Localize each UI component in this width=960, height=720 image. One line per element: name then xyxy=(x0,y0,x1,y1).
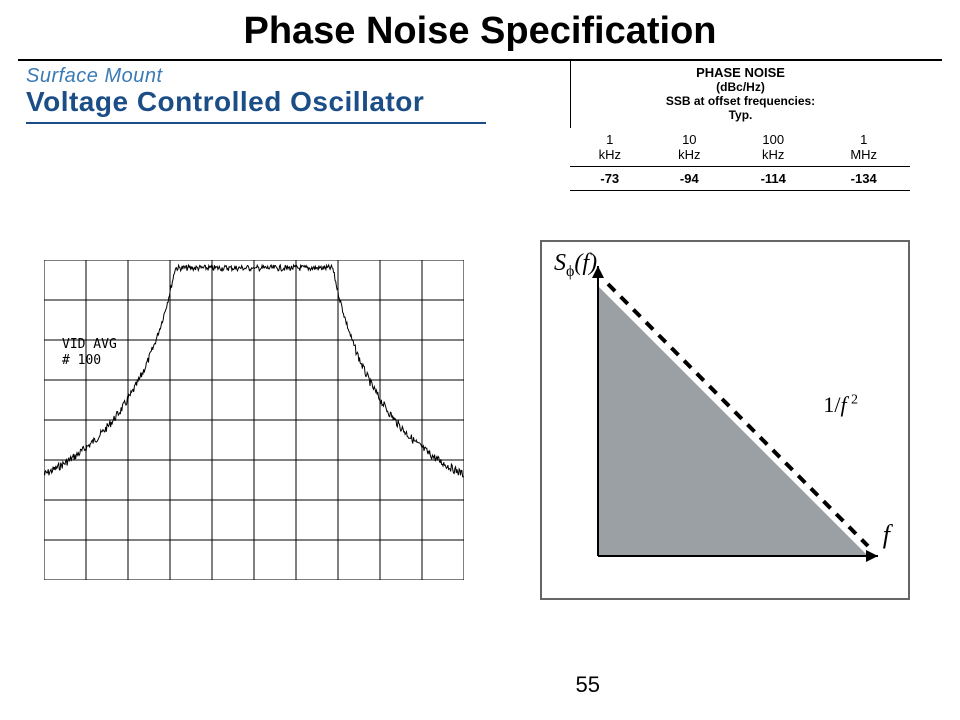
pn-table-header: 1kHz 10kHz 100kHz 1MHz xyxy=(570,128,910,167)
pn-col: 1kHz xyxy=(570,128,650,167)
phase-noise-spec: PHASE NOISE (dBc/Hz) SSB at offset frequ… xyxy=(570,60,910,191)
product-divider xyxy=(26,122,486,124)
pn-unit: (dBc/Hz) xyxy=(571,80,910,94)
pn-heading: PHASE NOISE xyxy=(571,61,910,80)
pn-val: -114 xyxy=(729,167,817,191)
sphi-plot: Sϕ(f) 1/f 2 f xyxy=(540,240,910,600)
pn-table: 1kHz 10kHz 100kHz 1MHz -73 -94 -114 -134 xyxy=(570,128,910,191)
pn-val: -134 xyxy=(817,167,910,191)
svg-text:# 100: # 100 xyxy=(62,353,101,368)
pn-sub: SSB at offset frequencies: xyxy=(571,94,910,108)
spectrum-svg: VID AVG# 100 xyxy=(44,260,464,580)
slide-title: Phase Noise Specification xyxy=(0,0,960,59)
pn-col: 100kHz xyxy=(729,128,817,167)
pn-val: -94 xyxy=(650,167,730,191)
sphi-x-axis-label: f xyxy=(883,520,890,550)
pn-val: -73 xyxy=(570,167,650,191)
pn-col: 10kHz xyxy=(650,128,730,167)
sphi-y-axis-label: Sϕ(f) xyxy=(554,250,597,281)
svg-text:VID AVG: VID AVG xyxy=(62,337,117,352)
sphi-annotation: 1/f 2 xyxy=(823,392,858,418)
pn-table-values: -73 -94 -114 -134 xyxy=(570,167,910,191)
spectrum-plot: VID AVG# 100 xyxy=(44,260,464,580)
pn-col: 1MHz xyxy=(817,128,910,167)
page-number: 55 xyxy=(576,672,600,698)
pn-typ: Typ. xyxy=(571,108,910,128)
